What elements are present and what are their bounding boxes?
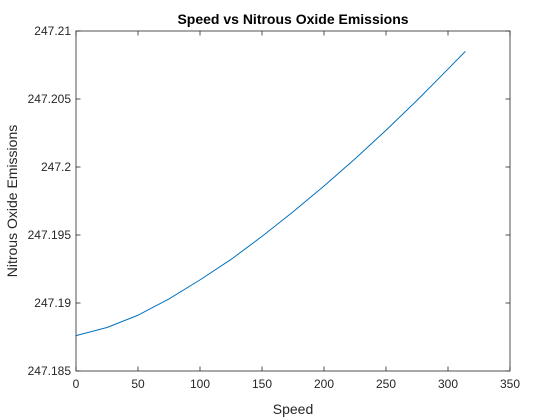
- plot-background: [76, 31, 510, 371]
- x-tick-label: 300: [438, 377, 458, 391]
- data-point: [465, 51, 466, 52]
- x-tick-label: 150: [252, 377, 272, 391]
- y-axis-ticks: 247.185 247.19 247.195 247.2 247.205 247.21: [28, 24, 510, 378]
- data-point: [262, 236, 263, 237]
- chart-title: Speed vs Nitrous Oxide Emissions: [177, 11, 408, 27]
- series-line: [75, 51, 466, 337]
- y-axis-label: Nitrous Oxide Emissions: [4, 125, 20, 278]
- plot-frame: [75, 30, 511, 372]
- y-tick-label: 247.21: [34, 24, 71, 38]
- x-tick-label: 350: [500, 377, 520, 391]
- y-tick-label: 247.195: [28, 228, 72, 242]
- data-point: [355, 158, 356, 159]
- x-tick-label: 100: [190, 377, 210, 391]
- y-tick-label: 247.185: [28, 364, 72, 378]
- data-point: [293, 211, 294, 212]
- x-tick-label: 200: [314, 377, 334, 391]
- y-tick-label: 247.2: [41, 160, 71, 174]
- x-tick-label: 250: [376, 377, 396, 391]
- data-point: [417, 100, 418, 101]
- data-point: [138, 315, 139, 316]
- data-point: [386, 130, 387, 131]
- x-axis-label: Speed: [273, 401, 313, 417]
- data-point: [169, 298, 170, 299]
- data-point: [200, 279, 201, 280]
- x-tick-label: 0: [73, 377, 80, 391]
- data-point: [231, 259, 232, 260]
- y-tick-label: 247.19: [34, 296, 71, 310]
- data-point: [107, 327, 108, 328]
- series-layer: [75, 51, 466, 337]
- x-tick-label: 50: [131, 377, 145, 391]
- data-point: [448, 69, 449, 70]
- data-point: [324, 186, 325, 187]
- y-tick-label: 247.205: [28, 92, 72, 106]
